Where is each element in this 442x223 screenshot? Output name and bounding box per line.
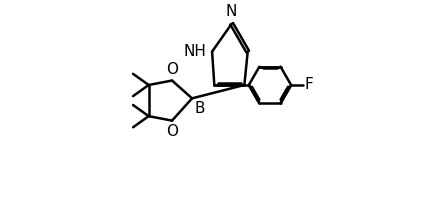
Text: O: O [166,124,178,139]
Text: F: F [305,77,313,93]
Text: NH: NH [184,44,206,59]
Text: N: N [226,4,237,19]
Text: B: B [194,101,205,116]
Text: O: O [166,62,178,77]
